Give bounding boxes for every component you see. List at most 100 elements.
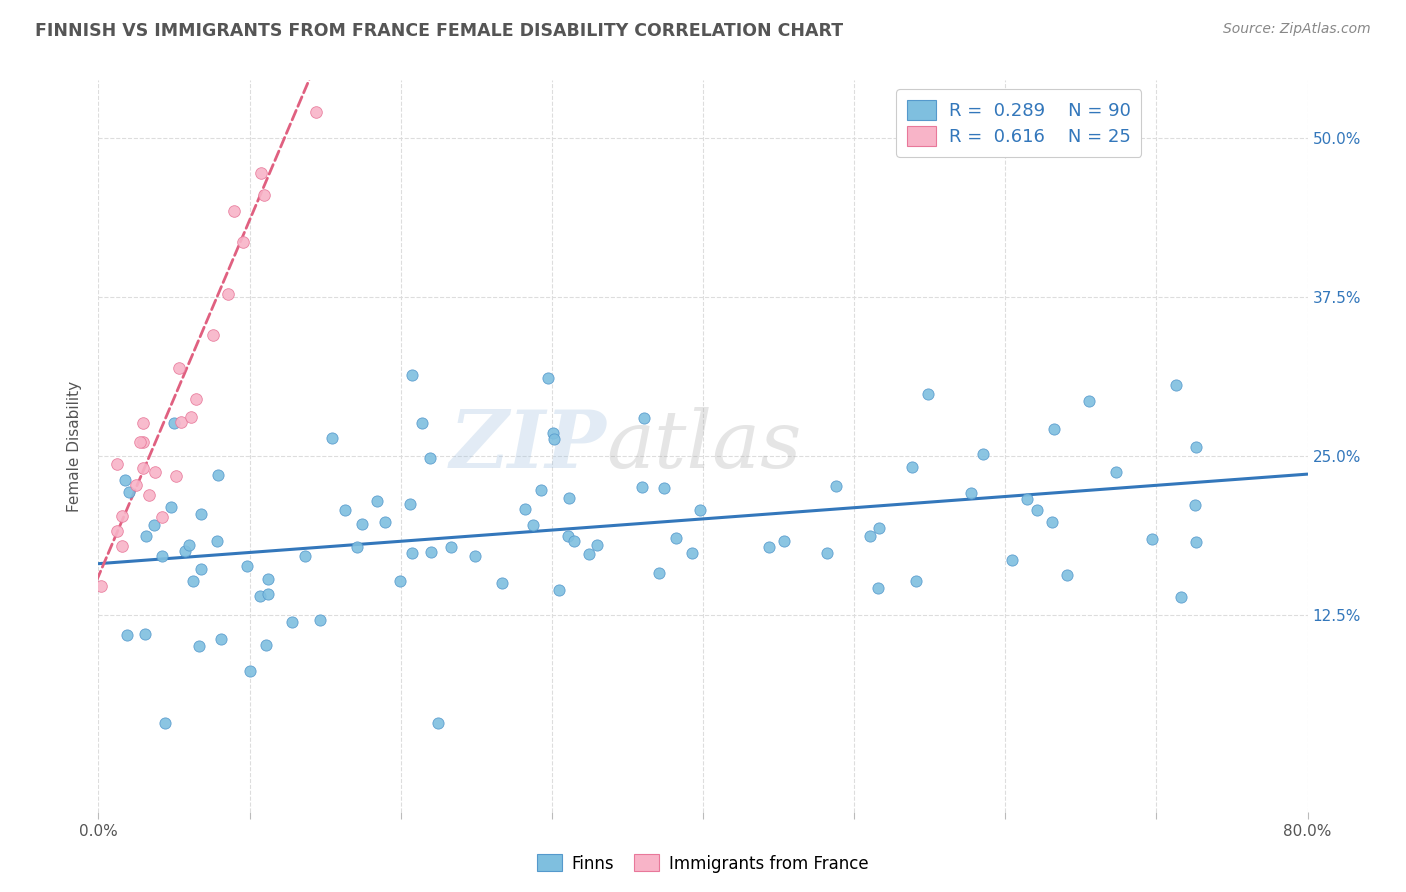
Point: [419, 545, 441, 559]
Point: [138, 488, 160, 502]
Point: [825, 478, 848, 492]
Point: [165, 469, 187, 483]
Point: [522, 518, 544, 533]
Point: [1025, 503, 1047, 517]
Point: [238, 665, 260, 679]
Point: [464, 549, 486, 563]
Point: [530, 483, 553, 498]
Point: [143, 517, 166, 532]
Point: [190, 562, 212, 576]
Point: [257, 587, 280, 601]
Point: [1043, 421, 1066, 435]
Point: [1184, 440, 1206, 454]
Point: [419, 451, 441, 466]
Point: [257, 573, 280, 587]
Point: [1078, 394, 1101, 409]
Point: [134, 626, 156, 640]
Point: [665, 532, 688, 546]
Point: [401, 368, 423, 383]
Point: [308, 613, 330, 627]
Point: [631, 480, 654, 494]
Point: [181, 574, 204, 589]
Point: [179, 538, 201, 552]
Point: [426, 715, 449, 730]
Point: [107, 457, 129, 471]
Point: [773, 533, 796, 548]
Point: [114, 473, 136, 487]
Point: [558, 491, 581, 505]
Point: [352, 517, 374, 532]
Point: [250, 166, 273, 180]
Point: [537, 371, 560, 385]
Point: [960, 486, 983, 500]
Point: [859, 529, 882, 543]
Text: atlas: atlas: [606, 408, 801, 484]
Point: [548, 583, 571, 598]
Point: [153, 715, 176, 730]
Text: ZIP: ZIP: [450, 408, 606, 484]
Point: [586, 538, 609, 552]
Point: [1056, 567, 1078, 582]
Point: [868, 521, 890, 535]
Point: [170, 415, 193, 429]
Point: [1140, 533, 1163, 547]
Legend: R =  0.289    N = 90, R =  0.616    N = 25: R = 0.289 N = 90, R = 0.616 N = 25: [896, 89, 1142, 157]
Point: [125, 478, 148, 492]
Point: [118, 485, 141, 500]
Point: [190, 508, 212, 522]
Point: [294, 549, 316, 563]
Point: [681, 546, 703, 560]
Point: [578, 547, 600, 561]
Point: [1164, 378, 1187, 392]
Point: [150, 509, 173, 524]
Point: [150, 549, 173, 563]
Point: [232, 235, 254, 249]
Point: [1184, 498, 1206, 512]
Point: [160, 500, 183, 514]
Point: [305, 105, 328, 120]
Point: [217, 287, 239, 301]
Y-axis label: Female Disability: Female Disability: [67, 380, 83, 512]
Point: [689, 503, 711, 517]
Point: [411, 416, 433, 430]
Text: Source: ZipAtlas.com: Source: ZipAtlas.com: [1223, 22, 1371, 37]
Point: [652, 481, 675, 495]
Point: [188, 639, 211, 653]
Point: [131, 434, 153, 449]
Point: [201, 327, 224, 342]
Point: [1015, 491, 1038, 506]
Point: [207, 468, 229, 483]
Point: [972, 447, 994, 461]
Point: [1001, 553, 1024, 567]
Point: [180, 410, 202, 425]
Point: [143, 465, 166, 479]
Point: [901, 460, 924, 475]
Point: [222, 203, 245, 218]
Point: [562, 533, 585, 548]
Point: [401, 546, 423, 560]
Point: [184, 392, 207, 407]
Point: [648, 566, 671, 580]
Point: [633, 410, 655, 425]
Point: [163, 416, 186, 430]
Point: [335, 503, 357, 517]
Point: [253, 187, 276, 202]
Point: [105, 524, 128, 538]
Point: [281, 615, 304, 629]
Legend: Finns, Immigrants from France: Finns, Immigrants from France: [530, 847, 876, 880]
Point: [128, 434, 150, 449]
Point: [366, 493, 388, 508]
Text: FINNISH VS IMMIGRANTS FROM FRANCE FEMALE DISABILITY CORRELATION CHART: FINNISH VS IMMIGRANTS FROM FRANCE FEMALE…: [35, 22, 844, 40]
Point: [167, 361, 190, 376]
Point: [1185, 534, 1208, 549]
Point: [905, 574, 928, 588]
Point: [868, 581, 890, 595]
Point: [131, 461, 153, 475]
Point: [917, 387, 939, 401]
Point: [440, 540, 463, 554]
Point: [174, 544, 197, 558]
Point: [815, 546, 838, 560]
Point: [346, 540, 368, 554]
Point: [541, 425, 564, 440]
Point: [398, 497, 420, 511]
